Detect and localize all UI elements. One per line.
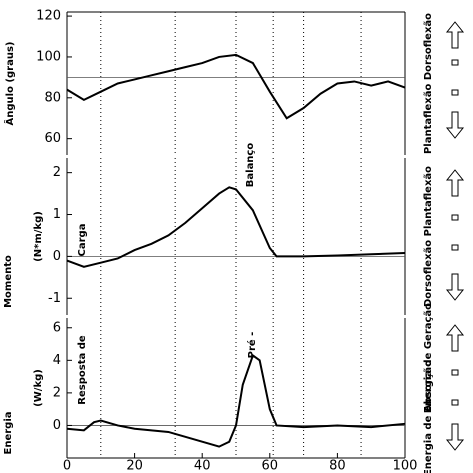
y-tick-label: 80	[44, 90, 61, 105]
x-tick-label: 0	[63, 459, 71, 473]
y-tick-label: 0	[53, 418, 61, 433]
y-tick-label: 2	[53, 165, 61, 180]
x-tick-label: 20	[126, 459, 143, 473]
right-label: Energia de Geração	[423, 303, 434, 413]
y-axis-label: Ângulo (graus)	[3, 42, 16, 126]
annotation: Resposta de	[77, 335, 88, 405]
right-label: Energia de Absorção	[423, 360, 434, 473]
x-tick-label: 40	[194, 459, 211, 473]
y-tick-label: 100	[36, 49, 61, 64]
right-label: Dorsoflexão Plantaflexão	[423, 166, 434, 307]
x-tick-label: 80	[329, 459, 346, 473]
x-tick-label: 60	[262, 459, 279, 473]
y-tick-label: 120	[36, 9, 61, 24]
y-axis-label: Energia	[3, 412, 14, 455]
y-axis-label: (W/kg)	[33, 369, 44, 407]
y-tick-label: 6	[53, 320, 61, 335]
right-label: Plantaflexão Dorsoflexão	[423, 13, 434, 154]
y-tick-label: -1	[48, 291, 61, 306]
arrows	[445, 21, 465, 451]
data-line	[66, 53, 406, 120]
data-line	[66, 353, 406, 448]
annotation: Pré -	[246, 332, 258, 359]
y-tick-label: 4	[53, 353, 61, 368]
y-tick-label: 2	[53, 385, 61, 400]
y-tick-label: 0	[53, 249, 61, 264]
y-axis-label: Momento	[3, 255, 14, 308]
y-axis-label: (N*m/kg)	[33, 211, 44, 262]
annotation: Carga	[77, 224, 88, 257]
y-tick-label: 1	[53, 207, 61, 222]
y-tick-label: 60	[44, 131, 61, 146]
x-tick-label: 100	[393, 459, 418, 473]
data-line	[66, 186, 406, 268]
annotation: Balanço	[245, 143, 256, 188]
